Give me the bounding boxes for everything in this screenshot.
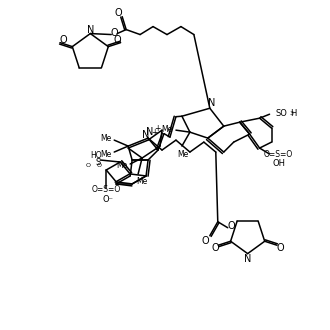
Text: O   O: O O <box>86 163 102 168</box>
Text: SO: SO <box>276 109 287 118</box>
Text: O: O <box>111 28 118 38</box>
Text: OH: OH <box>272 158 285 168</box>
Text: N: N <box>208 98 215 108</box>
Text: O: O <box>276 243 284 253</box>
Text: HO: HO <box>90 150 102 159</box>
Text: N: N <box>244 253 251 264</box>
Text: O=S=O: O=S=O <box>264 149 293 158</box>
Text: O: O <box>114 35 121 45</box>
Text: Me: Me <box>116 161 128 171</box>
Text: O: O <box>59 35 67 45</box>
Text: +: + <box>151 128 157 137</box>
Text: Me: Me <box>137 178 148 186</box>
Text: H: H <box>290 109 297 118</box>
Text: O⁻: O⁻ <box>103 195 114 204</box>
Text: S: S <box>96 157 101 167</box>
Text: O: O <box>228 221 236 231</box>
Text: N: N <box>147 127 154 137</box>
Text: Me: Me <box>101 134 112 143</box>
Text: N: N <box>142 130 150 140</box>
Text: Me: Me <box>101 149 112 158</box>
Text: O: O <box>115 8 122 17</box>
Text: +: + <box>154 124 160 133</box>
Text: O: O <box>201 236 209 246</box>
Text: 3: 3 <box>290 111 294 116</box>
Text: O: O <box>212 243 219 253</box>
Text: Me: Me <box>177 149 188 158</box>
Text: Me: Me <box>161 125 173 134</box>
Text: N: N <box>87 24 94 35</box>
Text: O=S=O: O=S=O <box>92 185 121 194</box>
